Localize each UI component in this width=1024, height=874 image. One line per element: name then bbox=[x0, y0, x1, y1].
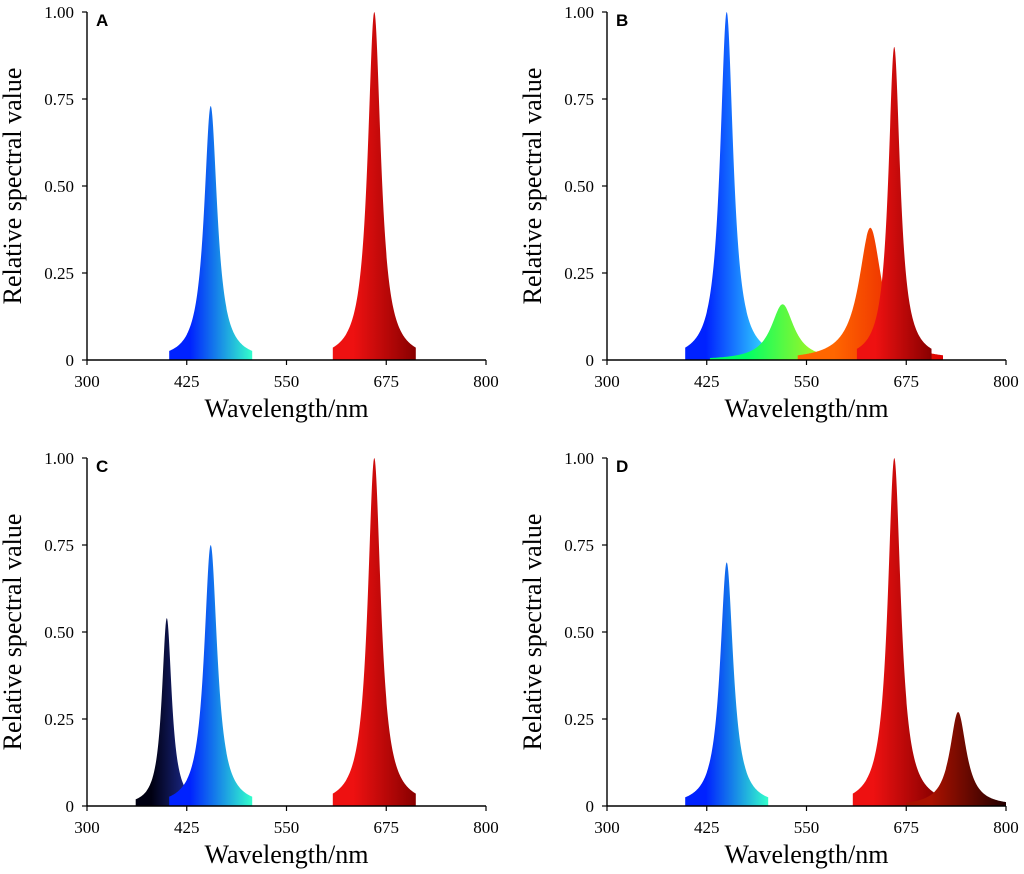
spectrum-peak-red-led bbox=[852, 458, 936, 806]
x-tick-label: 300 bbox=[594, 372, 620, 391]
spectrum-peak-green-component bbox=[709, 304, 856, 360]
y-tick-label: 0.50 bbox=[564, 623, 594, 642]
x-tick-label: 425 bbox=[174, 372, 200, 391]
y-axis-title: Relative spectral value bbox=[0, 514, 27, 751]
x-tick-label: 550 bbox=[274, 818, 300, 837]
x-tick-label: 800 bbox=[993, 372, 1019, 391]
y-tick-label: 0.25 bbox=[564, 264, 594, 283]
x-tick-label: 300 bbox=[74, 818, 100, 837]
x-tick-label: 800 bbox=[993, 818, 1019, 837]
x-tick-label: 675 bbox=[374, 372, 400, 391]
chart-panel-a: 300 425 550 675 800 0 0.25 0.50 0.75 1.00 A Wavelen… bbox=[0, 3, 499, 423]
spectrum-peak-blue-led bbox=[169, 106, 253, 360]
y-tick-label: 0.50 bbox=[44, 623, 74, 642]
panels-root: 300 425 550 675 800 0 0.25 0.50 0.75 1.00 A Wavelen… bbox=[0, 3, 1019, 869]
spectrum-peak-blue-led bbox=[685, 562, 769, 806]
x-axis-title: Wavelength/nm bbox=[205, 840, 369, 869]
x-tick-label: 675 bbox=[374, 818, 400, 837]
y-axis-title: Relative spectral value bbox=[0, 68, 27, 305]
y-axis-title: Relative spectral value bbox=[518, 68, 547, 305]
x-tick-label: 550 bbox=[794, 372, 820, 391]
y-tick-label: 1.00 bbox=[564, 449, 594, 468]
x-tick-label: 550 bbox=[794, 818, 820, 837]
y-tick-label: 0 bbox=[66, 797, 75, 816]
y-tick-label: 0.25 bbox=[44, 264, 74, 283]
x-tick-label: 425 bbox=[694, 372, 720, 391]
x-tick-label: 800 bbox=[473, 372, 499, 391]
panel-letter: A bbox=[96, 11, 108, 30]
y-tick-label: 0 bbox=[586, 351, 595, 370]
y-tick-label: 0.25 bbox=[564, 710, 594, 729]
y-tick-label: 0.75 bbox=[564, 90, 594, 109]
x-tick-label: 425 bbox=[174, 818, 200, 837]
x-axis-title: Wavelength/nm bbox=[725, 840, 889, 869]
spectrum-peak-blue-led bbox=[169, 545, 253, 806]
spectrum-peak-blue-led bbox=[685, 12, 769, 360]
y-tick-label: 1.00 bbox=[44, 449, 74, 468]
y-tick-label: 0.75 bbox=[564, 536, 594, 555]
y-tick-label: 0 bbox=[586, 797, 595, 816]
y-tick-label: 1.00 bbox=[564, 3, 594, 22]
y-tick-label: 0 bbox=[66, 351, 75, 370]
x-axis-title: Wavelength/nm bbox=[205, 394, 369, 423]
x-tick-label: 550 bbox=[274, 372, 300, 391]
spectrum-peak-far-red-led bbox=[906, 712, 1006, 806]
x-tick-label: 300 bbox=[594, 818, 620, 837]
y-tick-label: 0.25 bbox=[44, 710, 74, 729]
chart-panel-b: 300 425 550 675 800 0 0.25 0.50 0.75 1.00 B Wavelen… bbox=[518, 3, 1019, 423]
spectrum-peak-violet-led bbox=[135, 618, 198, 806]
panel-letter: B bbox=[616, 11, 628, 30]
spectrum-peak-red-shoulder bbox=[797, 227, 943, 360]
x-axis-title: Wavelength/nm bbox=[725, 394, 889, 423]
spectrum-peak-red-led bbox=[332, 458, 416, 806]
y-tick-label: 1.00 bbox=[44, 3, 74, 22]
spectrum-peak-red-led bbox=[856, 47, 932, 360]
x-tick-label: 675 bbox=[894, 818, 920, 837]
x-tick-label: 425 bbox=[694, 818, 720, 837]
y-axis-title: Relative spectral value bbox=[518, 514, 547, 751]
x-tick-label: 675 bbox=[894, 372, 920, 391]
y-tick-label: 0.50 bbox=[564, 177, 594, 196]
chart-panel-d: 300 425 550 675 800 0 0.25 0.50 0.75 1.00 D Wavelen… bbox=[518, 449, 1019, 869]
x-tick-label: 800 bbox=[473, 818, 499, 837]
x-tick-label: 300 bbox=[74, 372, 100, 391]
y-tick-label: 0.50 bbox=[44, 177, 74, 196]
y-tick-label: 0.75 bbox=[44, 536, 74, 555]
spectrum-peak-red-led bbox=[332, 12, 416, 360]
panel-letter: D bbox=[616, 457, 628, 476]
y-tick-label: 0.75 bbox=[44, 90, 74, 109]
chart-panel-c: 300 425 550 675 800 0 0.25 0.50 0.75 1.00 C Wavelen… bbox=[0, 449, 499, 869]
panel-letter: C bbox=[96, 457, 108, 476]
